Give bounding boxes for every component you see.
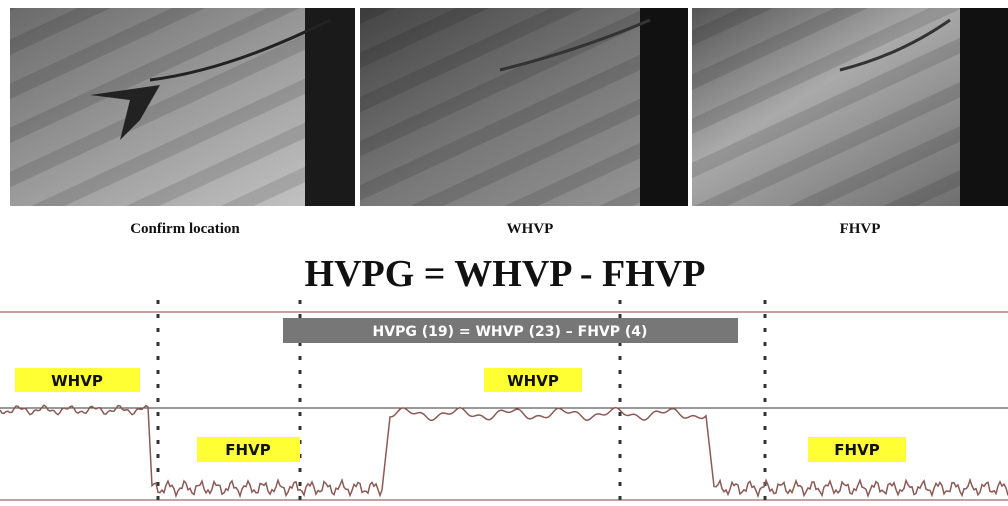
fluoro-images	[10, 8, 1008, 206]
formula-title: HVPG = WHVP - FHVP	[305, 253, 706, 295]
trace-label: WHVP	[51, 372, 103, 390]
trace-label: FHVP	[225, 441, 270, 459]
trace-label: FHVP	[834, 441, 879, 459]
caption: FHVP	[840, 221, 881, 237]
figure: Confirm location WHVP FHVP HVPG = WHVP -…	[0, 0, 1008, 506]
trace-label: WHVP	[507, 372, 559, 390]
tracing: HVPG (19) = WHVP (23) – FHVP (4) WHVP FH…	[0, 300, 1008, 506]
banner: HVPG (19) = WHVP (23) – FHVP (4)	[373, 324, 648, 340]
caption: WHVP	[507, 221, 554, 237]
caption: Confirm location	[130, 221, 240, 237]
